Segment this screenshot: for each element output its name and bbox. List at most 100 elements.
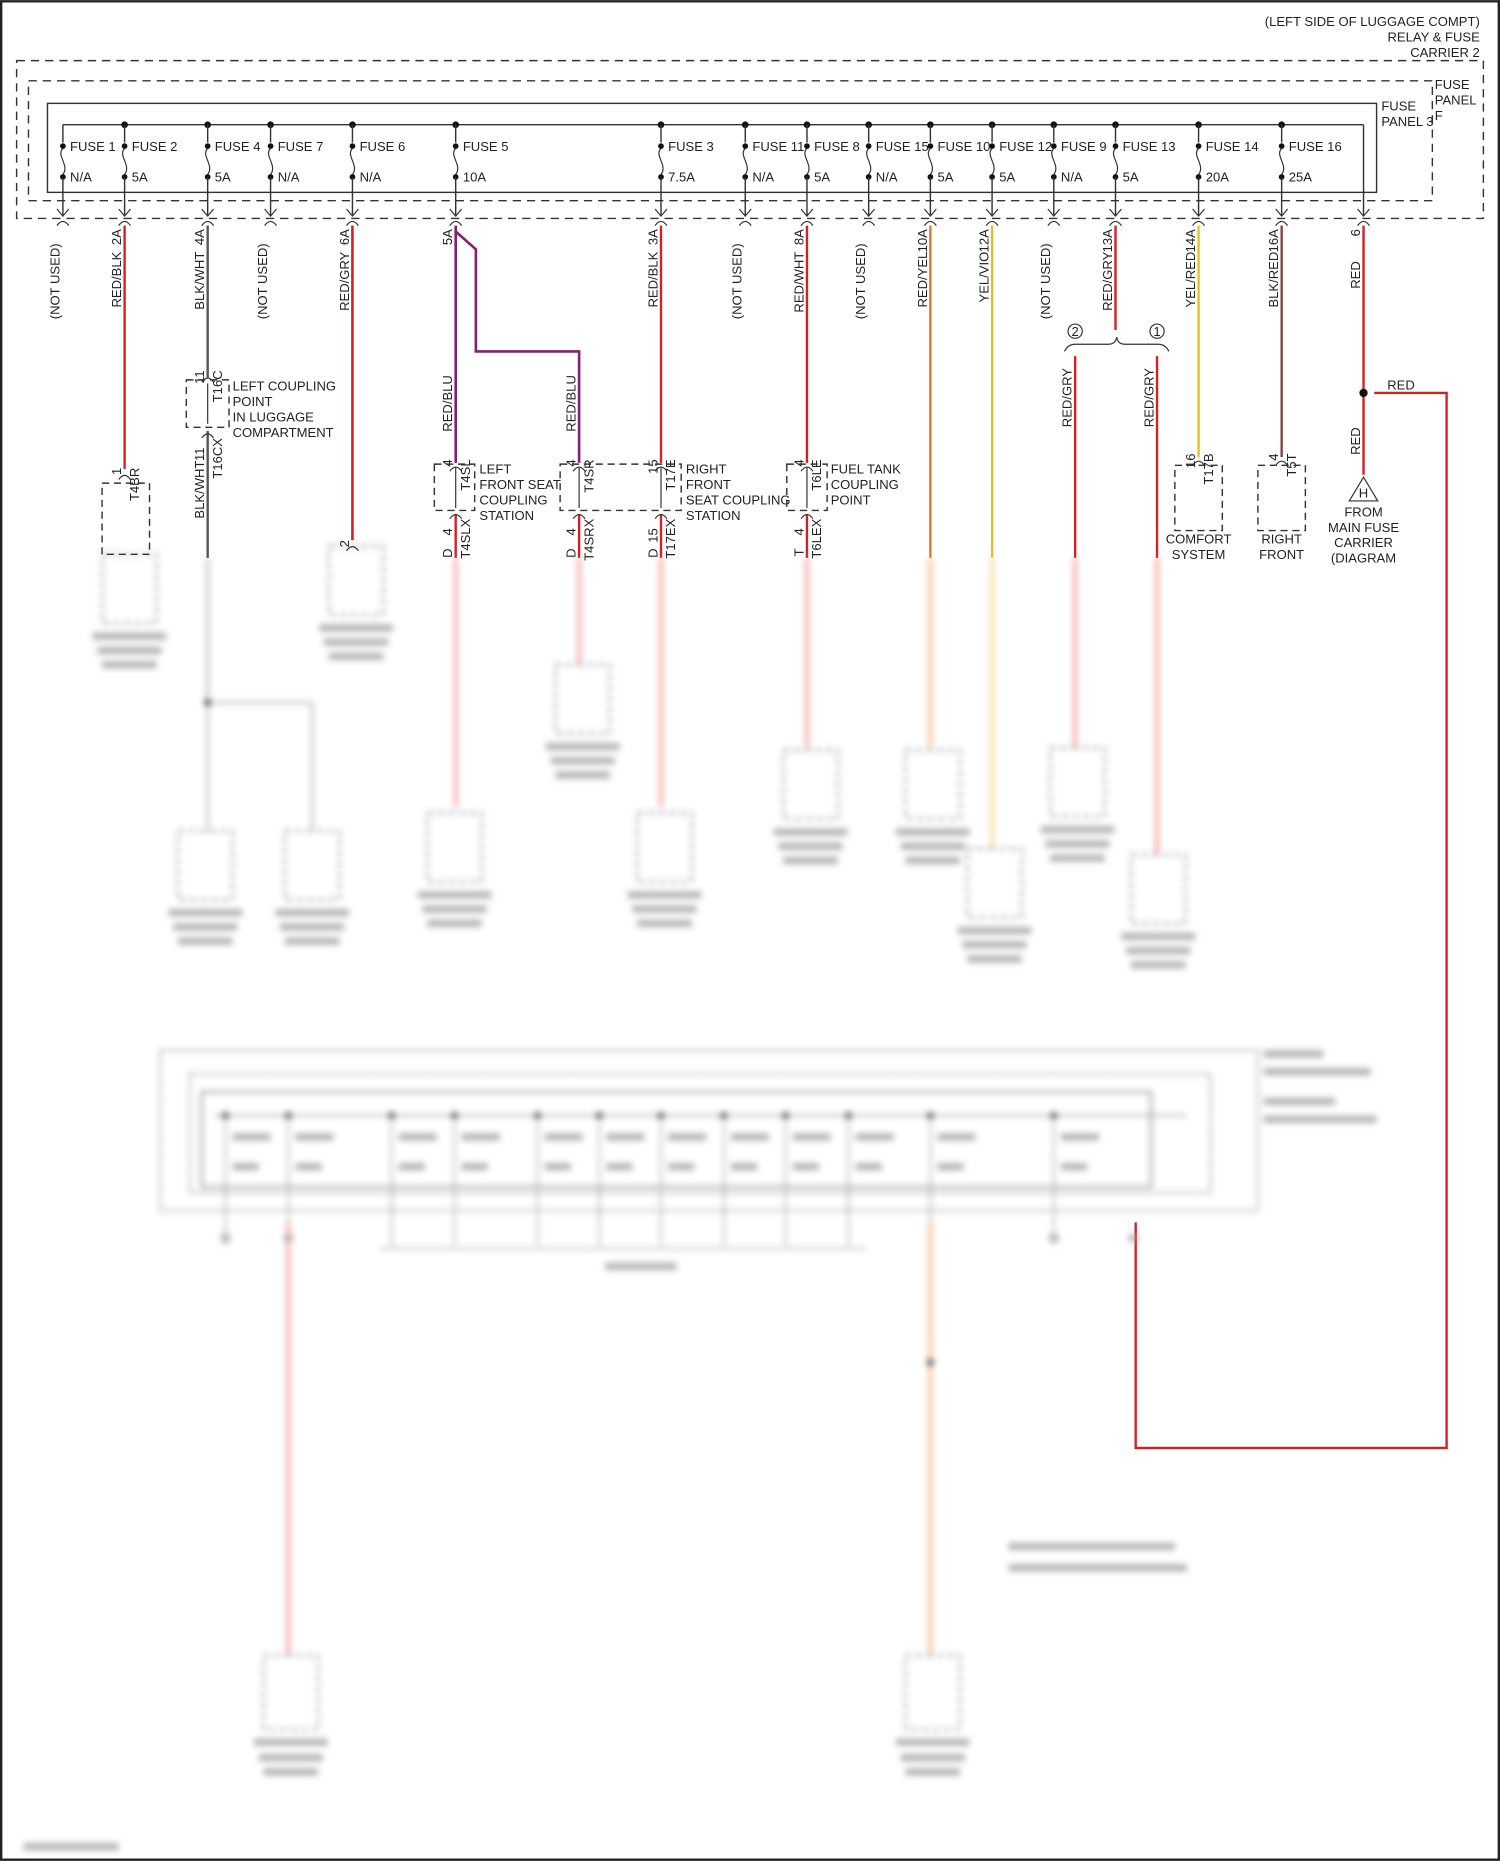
pin-label: 12A <box>977 229 992 253</box>
connector-icon <box>1275 460 1289 466</box>
arrow-icon <box>1047 208 1061 218</box>
fuse-label: FUSE 7 <box>278 139 324 154</box>
fuse-label: FUSE 13 <box>1123 139 1176 154</box>
component-box <box>904 749 961 820</box>
blurred-lower-section <box>23 545 1377 1851</box>
blurred-text <box>855 1133 894 1141</box>
arrow-icon <box>1275 208 1289 218</box>
pin-label: 10A <box>915 229 930 253</box>
pin-label: 6A <box>337 229 352 245</box>
fuse-panel-f-outline <box>27 80 1434 202</box>
location-label: (LEFT SIDE OF LUGGAGE COMPT) <box>1265 14 1480 29</box>
connector-name: T17EX <box>663 518 678 558</box>
blurred-text <box>1126 947 1191 955</box>
arrow-icon <box>118 208 131 218</box>
splice-brace <box>1063 337 1170 352</box>
wire-color-label: RED/GRY <box>1100 251 1115 311</box>
fuse-label: FUSE 8 <box>814 139 860 154</box>
fuse-icon <box>804 148 810 175</box>
fuse-icon <box>1112 148 1119 175</box>
connector-name: T4SRX <box>581 518 596 560</box>
connector-name: T16CX <box>210 438 225 479</box>
connector-pin: 4 <box>791 528 806 535</box>
blurred-text <box>544 1163 571 1171</box>
pin-label: 16A <box>1266 229 1281 253</box>
connector-icon <box>1109 220 1122 226</box>
component-label: COMFORT <box>1166 532 1232 547</box>
left-luggage-coupling-point <box>185 379 230 429</box>
coupling-label: IN LUGGAGE <box>233 409 314 424</box>
splice-number: 1 <box>1153 324 1160 339</box>
component-label: RIGHT <box>1261 532 1302 547</box>
fuse-icon <box>453 148 459 175</box>
connector-name: T6LEX <box>809 518 824 558</box>
connector-name: T17B <box>1201 453 1216 484</box>
fuse-rating: 10A <box>463 170 487 185</box>
fuse-label: FUSE 6 <box>360 139 406 154</box>
blurred-text <box>937 1133 976 1141</box>
wire-color-label: D <box>440 548 455 557</box>
connector-icon <box>654 513 668 520</box>
fuse-icon <box>349 148 356 175</box>
blurred-text <box>97 646 162 654</box>
coupling-label: LEFT <box>479 462 511 477</box>
pin-label: 14A <box>1183 229 1198 253</box>
component-box <box>426 812 483 883</box>
connector-name: T6LE <box>809 459 824 490</box>
arrow-icon <box>654 208 668 218</box>
blurred-text <box>855 1163 882 1171</box>
connector-icon <box>1357 220 1370 226</box>
pin-label: 13A <box>1100 229 1115 253</box>
blurred-text <box>1128 1234 1139 1242</box>
coupling-label: FRONT <box>686 477 731 492</box>
arrow-icon <box>985 208 999 218</box>
wire <box>207 701 313 831</box>
connector-name: T4SLX <box>458 518 473 558</box>
wire-color-label: RED/GRY <box>1141 368 1156 428</box>
blurred-text <box>328 652 384 660</box>
fuse-terminal <box>742 143 749 149</box>
blurred-text <box>398 1133 437 1141</box>
fuse-icon <box>927 148 933 175</box>
blurred-text <box>773 828 848 836</box>
blurred-text <box>173 923 238 931</box>
fuse-terminal <box>349 143 356 149</box>
blurred-text <box>295 1133 334 1141</box>
blurred-text <box>895 1738 970 1746</box>
source-label: MAIN FUSE <box>1328 520 1399 535</box>
connector-pin: 11 <box>192 370 207 384</box>
arrow-icon <box>862 208 876 218</box>
fuse-terminal <box>989 143 995 149</box>
wire-color-label: BLK/RED <box>1266 252 1281 308</box>
component-box <box>904 1654 961 1730</box>
fuse-label: FUSE 10 <box>937 139 990 154</box>
blurred-text <box>605 1262 677 1270</box>
connector-icon <box>1275 220 1289 226</box>
wire-color-label: RED/YEL <box>915 252 930 308</box>
right-front-module <box>1257 464 1307 532</box>
wire-color-label: YEL/VIO <box>977 252 992 303</box>
fuse-label: FUSE 14 <box>1206 139 1259 154</box>
wire-color-label: D <box>645 548 660 557</box>
connector-icon <box>201 433 215 439</box>
blurred-text <box>280 923 345 931</box>
blurred-text <box>1040 826 1115 834</box>
relay-fuse-carrier-outline <box>15 59 1485 220</box>
source-label: CARRIER <box>1334 535 1393 550</box>
fuse-label: FUSE 1 <box>70 139 116 154</box>
pin-label: 6 <box>1348 229 1363 236</box>
left-front-seat-coupling-station <box>433 463 476 512</box>
component-box <box>101 553 158 624</box>
fuse-terminal <box>267 143 274 149</box>
component-box <box>554 663 611 735</box>
component-box <box>328 545 385 616</box>
pin-label: 2A <box>109 229 124 245</box>
connector-icon <box>862 220 876 226</box>
connector-icon <box>1192 460 1205 466</box>
blurred-text <box>1008 1564 1187 1572</box>
junction-dot <box>926 1358 934 1367</box>
blurred-text <box>668 1133 707 1141</box>
fuse-terminal <box>804 143 810 149</box>
wire-color-label: RED/GRY <box>1060 368 1075 428</box>
